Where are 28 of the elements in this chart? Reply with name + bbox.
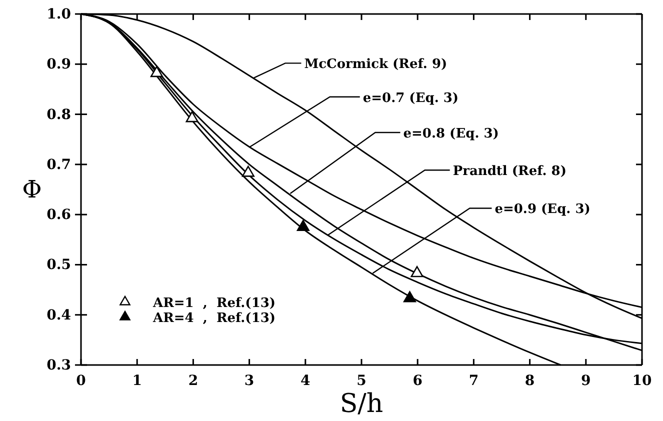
x-tick-label: 3 (244, 372, 254, 389)
x-tick-label: 7 (468, 372, 479, 389)
y-tick-label: 0.9 (46, 56, 71, 73)
annotation: Prandtl (Ref. 8) (452, 164, 567, 180)
y-tick-label: 0.7 (46, 156, 71, 173)
y-tick-label: 0.8 (46, 106, 71, 123)
legend-label: AR=4 , Ref.(13) (152, 311, 276, 326)
annotation: e=0.8 (Eq. 3) (403, 126, 499, 142)
x-axis-title: S/h (340, 389, 384, 419)
y-tick-label: 0.6 (46, 207, 71, 224)
legend-label: AR=1 , Ref.(13) (152, 296, 276, 311)
x-tick-label: 4 (300, 372, 311, 389)
x-tick-label: 1 (132, 372, 142, 389)
x-tick-label: 6 (412, 372, 422, 389)
y-tick-label: 0.3 (46, 357, 71, 374)
x-tick-label: 2 (188, 372, 198, 389)
annotation: e=0.7 (Eq. 3) (362, 90, 459, 106)
y-axis-title: Φ (22, 176, 42, 204)
y-tick-label: 0.4 (46, 307, 72, 324)
x-tick-label: 5 (356, 372, 366, 389)
x-tick-label: 9 (581, 372, 591, 389)
y-tick-label: 1.0 (46, 6, 72, 22)
x-tick-label: 8 (524, 372, 535, 389)
y-tick-label: 0.5 (46, 257, 71, 274)
annotation: e=0.9 (Eq. 3) (494, 202, 590, 218)
annotation: McCormick (Ref. 9) (304, 57, 448, 72)
x-tick-label: 10 (632, 372, 652, 389)
x-tick-label: 0 (76, 372, 86, 389)
